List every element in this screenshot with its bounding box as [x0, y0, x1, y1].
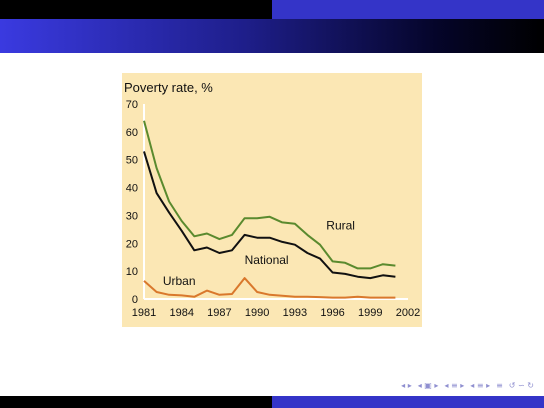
x-axis-labels: 1981 1984 1987 1990 1993 1996 1999 2002: [132, 307, 420, 319]
bottom-bar-right: [272, 396, 544, 408]
x-tick-label: 2002: [396, 307, 420, 319]
top-bar-right: [272, 0, 544, 19]
slide-title-band: [0, 19, 544, 53]
series-label-urban: Urban: [163, 274, 196, 288]
series-line-rural: [143, 120, 396, 270]
top-bar-left: [0, 0, 272, 19]
x-tick-label: 1999: [358, 307, 382, 319]
bottom-bar-left: [0, 396, 272, 408]
nav-search-icon[interactable]: ↺ ∽ ↻: [508, 381, 534, 390]
y-tick-label: 50: [126, 155, 138, 167]
x-tick-label: 1996: [320, 307, 344, 319]
nav-subsection-icon[interactable]: ◂ ≡ ▸: [444, 381, 465, 390]
series-label-rural: Rural: [326, 218, 355, 232]
series-line-urban: [143, 277, 396, 299]
nav-slide-icon[interactable]: ◂ ▣ ▸: [417, 381, 439, 390]
chart-background: [122, 73, 422, 327]
chart-title: Poverty rate, %: [124, 80, 213, 95]
x-tick-label: 1984: [169, 307, 193, 319]
nav-toc-icon[interactable]: ≡: [496, 381, 503, 390]
slide-navigation: ◂ ▸ ◂ ▣ ▸ ◂ ≡ ▸ ◂ ≡ ▸ ≡ ↺ ∽ ↻: [401, 381, 534, 390]
y-tick-label: 30: [126, 210, 138, 222]
x-tick-label: 1990: [245, 307, 269, 319]
series-line-national: [143, 151, 396, 280]
y-tick-label: 20: [126, 238, 138, 250]
x-tick-label: 1993: [283, 307, 307, 319]
y-tick-label: 60: [126, 127, 138, 139]
y-axis-labels: 0 10 20 30 40 50 60 70: [126, 99, 138, 306]
x-tick-label: 1981: [132, 307, 156, 319]
y-tick-label: 40: [126, 183, 138, 195]
series-lines: [143, 120, 396, 299]
series-labels: Rural National Urban: [163, 218, 355, 288]
axes: [143, 104, 408, 300]
y-tick-label: 70: [126, 99, 138, 111]
chart-svg: Poverty rate, % 0 10 20 30 40 50 60 70 1981 1984…: [122, 73, 422, 327]
y-tick-label: 10: [126, 266, 138, 278]
nav-frame-icon[interactable]: ◂ ▸: [401, 381, 412, 390]
series-label-national: National: [245, 253, 289, 267]
y-tick-label: 0: [132, 294, 138, 306]
x-tick-label: 1987: [207, 307, 231, 319]
nav-section-icon[interactable]: ◂ ≡ ▸: [470, 381, 491, 390]
poverty-chart: Poverty rate, % 0 10 20 30 40 50 60 70 1981 1984…: [122, 73, 422, 327]
